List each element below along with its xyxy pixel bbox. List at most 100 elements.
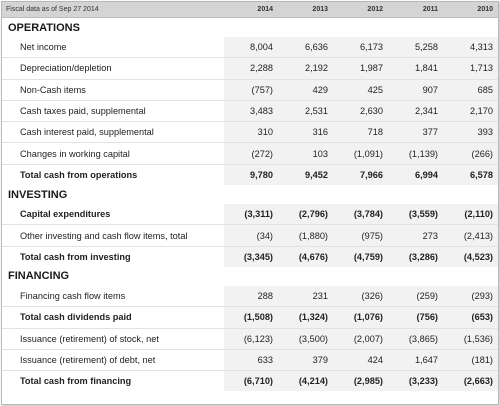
- value-cell-2011: (1,139): [389, 142, 444, 165]
- value-cell-2013: 231: [279, 285, 334, 308]
- value-cell-2014: 8,004: [224, 37, 279, 59]
- section-title: FINANCING: [2, 266, 498, 286]
- value-cell-2011: 6,994: [389, 164, 444, 186]
- value-cell-2011: (259): [389, 285, 444, 308]
- row-label: Non-Cash items: [2, 79, 224, 101]
- value-cell-2011: (756): [389, 306, 444, 329]
- row-label: Other investing and cash flow items, tot…: [2, 224, 224, 247]
- table-row: Total cash dividends paid (1,508) (1,324) (…: [2, 306, 498, 329]
- value-cell-2013: (2,796): [279, 204, 334, 226]
- value-cell-2013: 9,452: [279, 164, 334, 186]
- value-cell-2012: 6,173: [334, 37, 389, 59]
- value-cell-2014: (272): [224, 142, 279, 165]
- value-cell-2012: 718: [334, 121, 389, 144]
- table-header-row: Fiscal data as of Sep 27 2014 2014 2013 …: [2, 2, 498, 18]
- year-header-2011: 2011: [389, 2, 444, 18]
- value-cell-2011: (3,233): [389, 370, 444, 392]
- table-row: Other investing and cash flow items, tot…: [2, 224, 498, 247]
- value-cell-2014: (3,311): [224, 204, 279, 226]
- value-cell-2010: (2,663): [444, 370, 498, 392]
- row-label: Changes in working capital: [2, 142, 224, 165]
- value-cell-2014: 3,483: [224, 100, 279, 123]
- value-cell-2010: (2,110): [444, 204, 498, 226]
- value-cell-2011: 1,647: [389, 349, 444, 372]
- value-cell-2012: (3,784): [334, 204, 389, 226]
- table-body: OPERATIONS Net income 8,004 6,636 6,173 5,258…: [2, 17, 498, 392]
- value-cell-2013: 316: [279, 121, 334, 144]
- value-cell-2012: (1,091): [334, 142, 389, 165]
- row-label: Cash interest paid, supplemental: [2, 121, 224, 144]
- value-cell-2010: 4,313: [444, 37, 498, 59]
- value-cell-2012: (326): [334, 285, 389, 308]
- value-cell-2014: (34): [224, 224, 279, 247]
- value-cell-2014: (757): [224, 79, 279, 101]
- section-title: OPERATIONS: [2, 17, 498, 37]
- value-cell-2011: 2,341: [389, 100, 444, 123]
- value-cell-2010: (181): [444, 349, 498, 372]
- value-cell-2014: 310: [224, 121, 279, 144]
- value-cell-2011: 273: [389, 224, 444, 247]
- value-cell-2014: 288: [224, 285, 279, 308]
- value-cell-2013: (4,676): [279, 246, 334, 267]
- value-cell-2012: 7,966: [334, 164, 389, 186]
- value-cell-2010: 1,713: [444, 57, 498, 80]
- table-row: Non-Cash items (757) 429 425 907 685: [2, 79, 498, 101]
- row-label: Total cash from financing: [2, 370, 224, 392]
- value-cell-2012: (2,007): [334, 328, 389, 350]
- value-cell-2014: (1,508): [224, 306, 279, 329]
- table-row: Issuance (retirement) of debt, net 633 379…: [2, 349, 498, 372]
- value-cell-2013: (3,500): [279, 328, 334, 350]
- row-label: Financing cash flow items: [2, 285, 224, 308]
- year-header-2012: 2012: [334, 2, 389, 18]
- section-title: INVESTING: [2, 185, 498, 205]
- value-cell-2014: 9,780: [224, 164, 279, 186]
- value-cell-2011: 1,841: [389, 57, 444, 80]
- row-label: Depreciation/depletion: [2, 57, 224, 80]
- fiscal-date-label: Fiscal data as of Sep 27 2014: [2, 2, 224, 18]
- table-row: Net income 8,004 6,636 6,173 5,258 4,313: [2, 37, 498, 59]
- table-row: Cash interest paid, supplemental 310 316 71…: [2, 121, 498, 144]
- value-cell-2014: (3,345): [224, 246, 279, 267]
- value-cell-2013: (1,324): [279, 306, 334, 329]
- value-cell-2013: 103: [279, 142, 334, 165]
- year-header-2010: 2010: [444, 2, 498, 18]
- value-cell-2012: (975): [334, 224, 389, 247]
- value-cell-2010: 393: [444, 121, 498, 144]
- table-row: Total cash from financing (6,710) (4,214)(…: [2, 370, 498, 392]
- table-row: Financing cash flow items 288 231 (326) (259…: [2, 285, 498, 308]
- value-cell-2014: (6,123): [224, 328, 279, 350]
- value-cell-2013: 6,636: [279, 37, 334, 59]
- value-cell-2013: 429: [279, 79, 334, 101]
- cash-flow-table: Fiscal data as of Sep 27 2014 2014 2013 …: [2, 2, 498, 392]
- value-cell-2011: 907: [389, 79, 444, 101]
- value-cell-2010: (266): [444, 142, 498, 165]
- value-cell-2010: (293): [444, 285, 498, 308]
- value-cell-2012: 425: [334, 79, 389, 101]
- row-label: Total cash from investing: [2, 246, 224, 267]
- value-cell-2013: 2,531: [279, 100, 334, 123]
- value-cell-2012: (2,985): [334, 370, 389, 392]
- value-cell-2013: 379: [279, 349, 334, 372]
- value-cell-2011: 5,258: [389, 37, 444, 59]
- value-cell-2013: 2,192: [279, 57, 334, 80]
- value-cell-2014: 633: [224, 349, 279, 372]
- table-row: Changes in working capital (272) 103 (1,091…: [2, 142, 498, 165]
- value-cell-2012: (4,759): [334, 246, 389, 267]
- table-row: Issuance (retirement) of stock, net (6,12…: [2, 328, 498, 350]
- table-row: Depreciation/depletion 2,288 2,192 1,987 1,8…: [2, 57, 498, 80]
- value-cell-2010: 6,578: [444, 164, 498, 186]
- section-header-financing: FINANCING: [2, 266, 498, 286]
- row-label: Net income: [2, 37, 224, 59]
- year-header-2014: 2014: [224, 2, 279, 18]
- value-cell-2013: (4,214): [279, 370, 334, 392]
- value-cell-2010: 685: [444, 79, 498, 101]
- value-cell-2010: 2,170: [444, 100, 498, 123]
- row-label: Total cash dividends paid: [2, 306, 224, 329]
- value-cell-2011: (3,865): [389, 328, 444, 350]
- year-header-2013: 2013: [279, 2, 334, 18]
- value-cell-2012: 2,630: [334, 100, 389, 123]
- value-cell-2010: (1,536): [444, 328, 498, 350]
- value-cell-2011: (3,286): [389, 246, 444, 267]
- value-cell-2012: 424: [334, 349, 389, 372]
